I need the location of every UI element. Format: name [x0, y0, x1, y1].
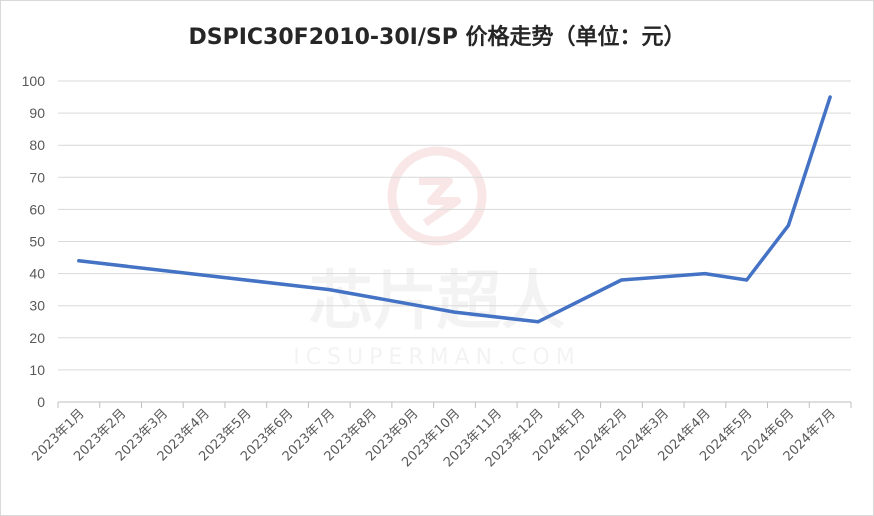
y-tick-label: 80	[29, 137, 45, 153]
y-tick-label: 70	[29, 169, 45, 185]
y-tick-label: 100	[22, 73, 46, 89]
y-tick-label: 90	[29, 105, 45, 121]
series-layer	[77, 95, 832, 324]
watermark-text-cn: 芯片超人	[309, 265, 565, 339]
data-point	[77, 259, 81, 263]
data-point	[327, 288, 331, 292]
y-axis: 0 10 20 30 40 50 60 70 80 90 100	[22, 73, 46, 410]
y-tick-label: 50	[29, 234, 45, 250]
chart-title: DSPIC30F2010-30I/SP 价格走势（单位：元）	[188, 24, 685, 50]
data-point	[828, 95, 832, 99]
y-tick-label: 0	[37, 394, 45, 410]
x-axis: 2023年1月2023年2月2023年3月2023年4月2023年5月2023年…	[29, 401, 852, 470]
data-point	[745, 278, 749, 282]
y-tick-label: 20	[29, 330, 45, 346]
y-tick-label: 40	[29, 266, 45, 282]
data-point	[536, 320, 540, 324]
watermark-text-en: ICSUPERMAN.COM	[293, 345, 581, 370]
y-tick-label: 30	[29, 298, 45, 314]
watermark-bolt-icon	[419, 177, 461, 227]
y-tick-label: 10	[29, 362, 45, 378]
data-point	[703, 272, 707, 276]
data-point	[786, 223, 790, 228]
data-point	[452, 310, 457, 314]
data-point	[619, 278, 624, 282]
y-tick-label: 60	[29, 201, 45, 217]
watermark: 芯片超人 ICSUPERMAN.COM	[293, 146, 581, 370]
